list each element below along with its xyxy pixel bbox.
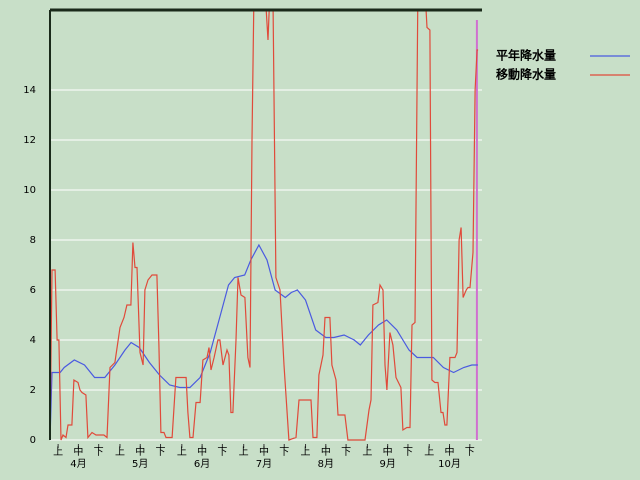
x-tick-label: 上	[362, 446, 372, 458]
x-tick-label: 下	[217, 447, 227, 458]
y-tick-label: 2	[30, 385, 36, 396]
grid	[50, 89, 482, 441]
month-label: 7月	[256, 458, 272, 470]
labels: 02468101214上中下上中下上中下上中下上中下上中下上中下4月 5月 6月 7月…	[23, 85, 475, 470]
x-tick-label: 下	[156, 447, 166, 458]
series-line	[50, 243, 478, 441]
plot	[50, 10, 479, 441]
x-tick-label: 下	[465, 447, 475, 458]
y-tick-label: 8	[30, 235, 36, 246]
x-tick-label: 下	[279, 447, 289, 458]
x-tick-label: 上	[177, 446, 187, 458]
month-label: 5月	[132, 458, 148, 470]
y-tick-label: 0	[30, 435, 36, 446]
x-tick-label: 上	[53, 446, 63, 458]
y-tick-label: 14	[23, 85, 36, 96]
month-label: 4月	[70, 458, 86, 470]
y-tick-label: 12	[23, 135, 36, 146]
x-tick-label: 上	[424, 446, 434, 458]
legend-label: 平年降水量	[496, 48, 556, 63]
x-tick-label: 中	[259, 445, 269, 458]
month-label: 9月	[379, 458, 395, 470]
x-tick-label: 下	[341, 447, 351, 458]
x-tick-label: 上	[115, 446, 125, 458]
x-tick-label: 中	[135, 445, 145, 458]
x-tick-label: 下	[403, 447, 413, 458]
x-tick-label: 上	[301, 446, 311, 458]
month-label: 6月	[194, 458, 210, 470]
series-line	[50, 10, 479, 441]
x-tick-label: 中	[73, 445, 83, 458]
x-tick-label: 中	[197, 445, 207, 458]
month-label: 8月	[318, 458, 334, 470]
legend-label: 移動降水量	[496, 67, 556, 82]
y-tick-label: 10	[23, 185, 36, 196]
x-tick-label: 上	[239, 446, 249, 458]
y-tick-label: 6	[30, 285, 36, 296]
month-label: 10月	[438, 458, 461, 470]
x-tick-label: 中	[321, 445, 331, 458]
x-tick-label: 中	[383, 445, 393, 458]
y-tick-label: 4	[30, 335, 36, 346]
x-tick-label: 中	[445, 445, 455, 458]
x-tick-label: 下	[94, 447, 104, 458]
